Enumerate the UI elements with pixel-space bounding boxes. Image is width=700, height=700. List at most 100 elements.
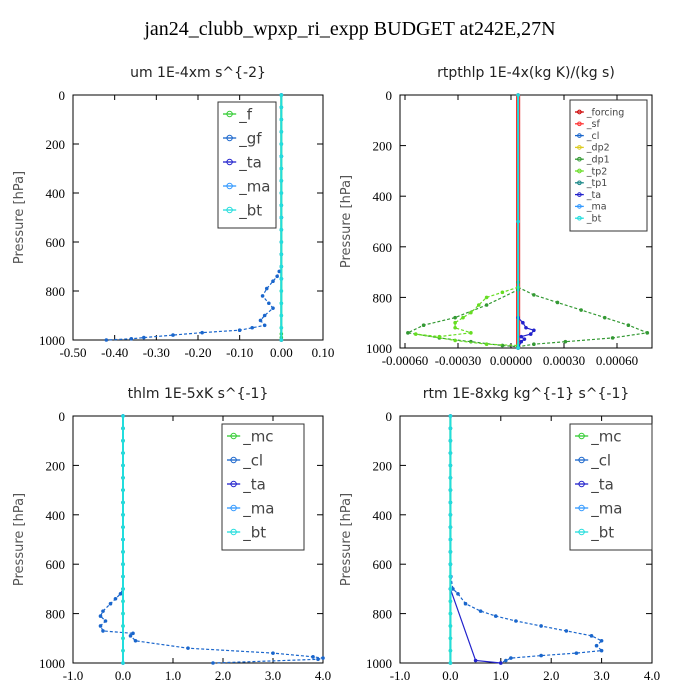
- data-point-gf: [171, 333, 175, 337]
- data-point-bt: [121, 525, 125, 529]
- legend-entry: _ma: [590, 499, 622, 518]
- panel-3: thlm 1E-5xK s^{-1} Pressure [hPa] -1.0 0.0 1…: [12, 386, 331, 683]
- data-point-cl: [133, 638, 138, 643]
- data-point-bt: [121, 599, 125, 604]
- legend-entry: _sf: [586, 119, 601, 130]
- x-tick-label: -0.20: [184, 345, 211, 360]
- data-point-bt: [121, 574, 125, 579]
- legend-marker-dot: [577, 180, 582, 186]
- data-point-bt: [448, 636, 453, 641]
- data-point-bt: [279, 105, 284, 110]
- data-point-cl: [108, 601, 113, 606]
- data-point-bt: [279, 338, 284, 342]
- y-tick-label: 0: [59, 409, 66, 424]
- data-point-ta: [528, 332, 533, 336]
- y-tick-label: 800: [46, 284, 66, 299]
- legend-marker-dot: [577, 204, 582, 209]
- plot-frame: [72, 415, 324, 664]
- y-tick-label: 400: [373, 508, 393, 523]
- data-point-bt: [121, 414, 125, 418]
- data-point-cl: [493, 614, 498, 618]
- data-point-gf: [200, 330, 204, 335]
- x-tick-label: 1.0: [493, 668, 509, 683]
- y-tick-label: 1000: [366, 656, 392, 671]
- panel-4: rtm 1E-8xkg kg^{-1} s^{-1} Pressure [hPa]…: [339, 386, 660, 683]
- x-tick-label: 3.0: [593, 668, 609, 683]
- legend-entry: _bt: [590, 523, 614, 542]
- data-point-cl: [271, 651, 275, 655]
- legend-entry: _cl: [590, 451, 611, 470]
- data-point-cl: [599, 648, 604, 653]
- data-point-dp1: [406, 331, 410, 335]
- data-point-bt: [121, 451, 125, 455]
- data-point-bt: [448, 550, 453, 554]
- series-line-tp2: [415, 286, 519, 347]
- data-point-bt: [279, 276, 284, 281]
- series-line-ta: [449, 416, 501, 664]
- x-tick-label: -0.10: [226, 345, 253, 360]
- data-point-tp2: [469, 310, 473, 315]
- legend-marker-dot: [577, 215, 582, 221]
- data-point-bt: [121, 475, 125, 480]
- data-point-bt: [279, 325, 284, 330]
- data-point-cl: [456, 592, 460, 596]
- x-tick-label: -1.0: [63, 668, 84, 683]
- panel-title: rtpthlp 1E-4x(kg K)/(kg s): [437, 65, 615, 81]
- legend-entry: _ma: [238, 177, 270, 196]
- legend-marker-dot: [577, 156, 582, 162]
- figure-title: jan24_clubb_wpxp_ri_expp BUDGET at242E,2…: [144, 18, 556, 40]
- data-point-cl: [504, 658, 508, 663]
- legend-entry: _cl: [586, 131, 600, 142]
- data-point-cl: [118, 592, 123, 596]
- data-point-bt: [279, 313, 284, 318]
- data-point-tp2: [413, 332, 418, 336]
- y-tick-label: 800: [46, 607, 66, 622]
- data-point-gf: [104, 338, 109, 342]
- data-point-cl: [594, 643, 599, 648]
- data-point-gf: [129, 336, 134, 341]
- x-tick-label: 0.0: [442, 668, 458, 683]
- data-point-cl: [589, 634, 594, 638]
- data-point-gf: [250, 325, 254, 330]
- data-point-cl: [128, 634, 133, 638]
- data-point-tp2: [461, 315, 465, 320]
- y-tick-label: 0: [386, 88, 393, 103]
- legend-marker-dot: [578, 456, 585, 464]
- data-point-bt: [448, 451, 453, 455]
- data-point-bt: [448, 624, 453, 628]
- legend-box: [569, 423, 653, 551]
- data-point-bt: [121, 550, 125, 554]
- y-tick-label: 1000: [39, 333, 65, 348]
- data-point-dp1: [532, 293, 536, 297]
- legend-entry: _forcing: [586, 107, 625, 118]
- panel-title: rtm 1E-8xkg kg^{-1} s^{-1}: [423, 386, 630, 402]
- data-point-bt: [121, 636, 125, 641]
- legend-entry: _ma: [242, 499, 274, 518]
- data-point-gf: [277, 269, 282, 274]
- data-point-bt: [279, 191, 284, 195]
- legend-entry: _mc: [242, 427, 273, 446]
- legend-box: [221, 423, 305, 551]
- data-point-gf: [260, 294, 265, 298]
- data-point-ta: [522, 337, 527, 341]
- data-point-bt: [279, 203, 284, 208]
- data-point-bt: [448, 661, 453, 665]
- data-point-bt: [448, 463, 453, 468]
- data-point-cl: [463, 601, 468, 606]
- data-point-bt: [448, 475, 453, 480]
- data-point-dp1: [610, 336, 615, 340]
- plot-frame: [399, 94, 653, 349]
- data-point-bt: [448, 587, 453, 591]
- data-point-bt: [448, 611, 453, 616]
- legend-marker-dot: [226, 110, 233, 118]
- data-point-gf: [262, 323, 267, 328]
- data-point-bt: [279, 289, 284, 293]
- x-tick-label: -0.00060: [382, 353, 429, 368]
- data-point-bt: [121, 513, 125, 517]
- data-point-bt: [448, 438, 453, 443]
- y-tick-label: 0: [59, 88, 66, 103]
- data-point-gf: [271, 306, 275, 310]
- data-point-cl: [211, 661, 215, 665]
- panel-title: um 1E-4xm s^{-2}: [130, 65, 266, 81]
- data-point-bt: [121, 537, 125, 542]
